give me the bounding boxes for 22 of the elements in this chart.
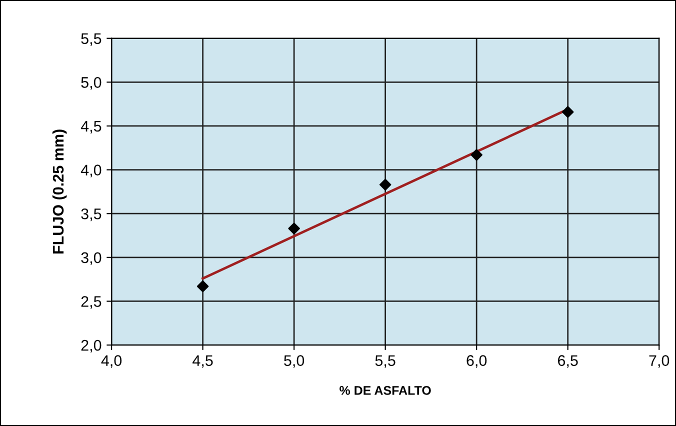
- y-tick-label: 3,5: [81, 208, 102, 222]
- x-tick-label: 4,0: [101, 355, 122, 368]
- x-tick-label: 6,0: [466, 355, 487, 368]
- x-tick-label: 7,0: [649, 355, 670, 368]
- y-tick-label: 5,0: [81, 77, 102, 90]
- y-axis-title: FLUJO (0.25 mm): [52, 130, 67, 254]
- point: [379, 178, 392, 191]
- point: [288, 222, 300, 234]
- y-tick-label: 2,5: [81, 296, 102, 309]
- x-tick-label: 4,5: [192, 355, 213, 368]
- point: [196, 280, 209, 292]
- x-tick-label: 5,5: [375, 355, 396, 368]
- x-tick-label: 6,5: [558, 355, 578, 368]
- y-tick-label: 5,5: [81, 33, 102, 46]
- point: [470, 149, 482, 161]
- y-tick-label: 4,5: [80, 121, 102, 134]
- y-tick-label: 2,0: [81, 340, 102, 353]
- y-tick-label: 3,0: [81, 252, 102, 265]
- x-tick-label: 5,0: [284, 355, 304, 368]
- point: [562, 106, 574, 118]
- y-tick-label: 4,0: [80, 164, 102, 178]
- x-axis-title: % DE ASFALTO: [340, 386, 431, 395]
